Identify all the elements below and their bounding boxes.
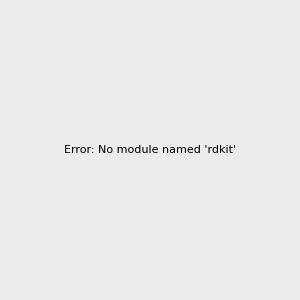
Text: Error: No module named 'rdkit': Error: No module named 'rdkit': [64, 145, 236, 155]
